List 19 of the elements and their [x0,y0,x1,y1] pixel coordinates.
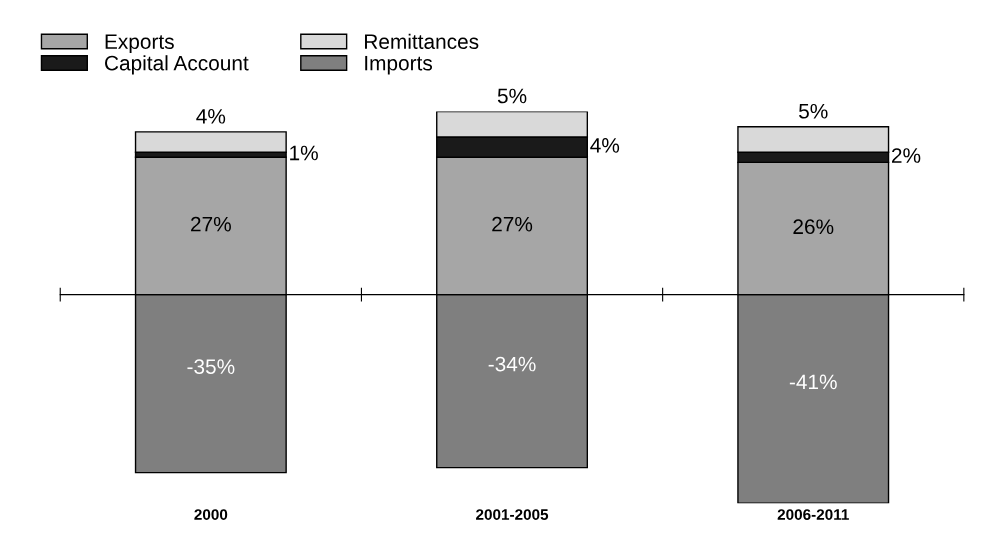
data-label: 27% [492,216,533,232]
data-label: -35% [187,359,235,374]
data-label: 5% [799,103,828,119]
legend-label: Exports [105,34,174,54]
legend-label: Capital Account [105,55,249,75]
x-tick-label: 2001-2005 [476,509,549,520]
data-label: 26% [793,219,834,235]
data-label: 2% [892,148,921,163]
data-label: 27% [191,216,231,232]
x-tick-label: 2006-2011 [777,509,849,520]
data-label: 4% [590,138,620,153]
data-label: 5% [497,88,527,104]
legend-label: Imports [365,55,433,75]
data-label: 4% [196,109,226,124]
data-label: -34% [488,356,536,372]
x-tick-label: 2000 [194,509,228,520]
legend-label: Remittances [365,33,479,49]
data-label: 1% [290,145,318,161]
data-label: -41% [789,374,837,390]
